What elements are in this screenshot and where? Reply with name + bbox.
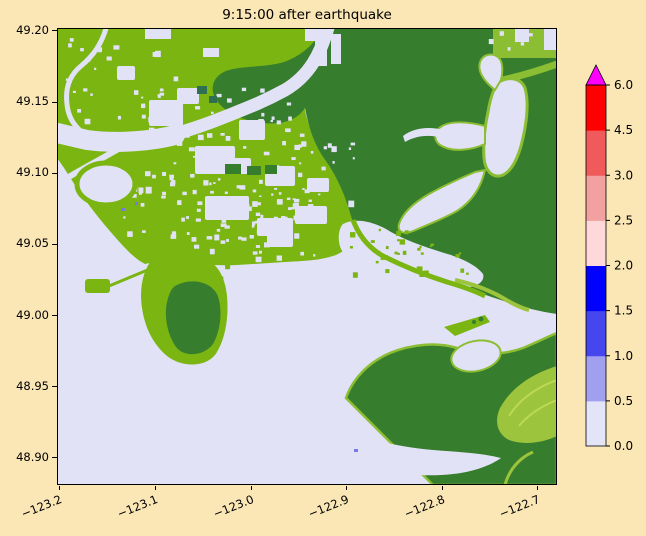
drayton-harbor-lagoon (450, 339, 502, 373)
dark-field-patches (197, 86, 277, 175)
shore-fringe (350, 219, 487, 299)
mud-bay-estuary (338, 220, 484, 288)
y-axis-tick (52, 243, 57, 245)
x-axis-tick-label: −122.7 (497, 492, 543, 521)
deep-flood-dot (135, 202, 138, 205)
slough-ring (74, 160, 138, 208)
flood-speckles (65, 31, 557, 263)
deep-flood-dot (121, 208, 125, 211)
colorbar-tick-label: 4.5 (614, 123, 633, 137)
map-canvas (57, 28, 557, 485)
valley-vein (508, 379, 557, 417)
y-axis-tick (52, 315, 57, 317)
colorbar-tick-label: 1.0 (614, 349, 633, 363)
colorbar-segment (586, 85, 606, 131)
colorbar-tick-label: 2.0 (614, 259, 633, 273)
x-axis-tick-label: −122.8 (401, 492, 447, 521)
colorbar-segment (586, 130, 606, 176)
colorbar-tick-label: 1.5 (614, 304, 633, 318)
y-axis-tick-label: 49.15 (16, 94, 49, 109)
dock-structure (167, 284, 175, 290)
x-axis-tick-label: −122.9 (306, 492, 351, 521)
corner-flood-patch (515, 28, 529, 42)
deep-flood-dot (354, 449, 358, 452)
colorbar-tick-label: 0.0 (614, 439, 633, 453)
x-axis-tick-label: −123.2 (19, 492, 65, 521)
x-axis-tick (59, 486, 61, 490)
y-axis-tick-label: 49.10 (16, 165, 49, 180)
x-axis-tick-label: −123.1 (115, 492, 160, 521)
spit-structure (472, 320, 476, 324)
y-axis-tick-label: 49.00 (16, 307, 49, 322)
colorbar-tick-label: 0.5 (614, 394, 633, 408)
x-axis-tick-label: −123.0 (210, 492, 256, 521)
x-axis-tick (154, 486, 156, 490)
colorbar-segment (586, 400, 606, 447)
valley-vein (518, 399, 557, 427)
y-axis-tick-label: 48.95 (16, 378, 49, 393)
peninsula-core-upland (165, 281, 221, 355)
y-axis-tick-label: 49.05 (16, 236, 49, 251)
y-axis-tick (52, 172, 57, 174)
y-axis-tick-label: 48.90 (16, 449, 49, 464)
y-axis-tick-label: 49.20 (16, 22, 49, 37)
southeast-valley-fan (497, 366, 557, 443)
colorbar-extend-triangle (585, 64, 607, 86)
colorbar-tick-label: 3.0 (614, 168, 633, 182)
birch-bay-inlet (336, 428, 501, 476)
y-axis-tick (52, 457, 57, 459)
x-axis-tick (441, 486, 443, 490)
x-axis-tick (250, 486, 252, 490)
colorbar: 0.0 0.5 1.0 1.5 2.0 2.5 3.0 4.5 6.0 (585, 64, 633, 453)
y-axis-tick (52, 386, 57, 388)
fraser-river-channel (57, 28, 341, 188)
corner-flood-patch (544, 28, 557, 50)
y-axis-tick (52, 30, 57, 32)
upland-plateau (212, 28, 557, 314)
colorbar-segment (586, 310, 606, 357)
x-axis-tick (346, 486, 348, 490)
colorbar-segment (586, 265, 606, 312)
spit-structure (478, 316, 484, 322)
colorbar-segment (586, 220, 606, 266)
ferry-jetty (108, 267, 151, 288)
y-axis-tick (52, 101, 57, 103)
colorbar-segment (586, 175, 606, 221)
valley-vein (503, 450, 534, 485)
ferry-terminal-pad (85, 279, 110, 293)
plot-title: 9:15:00 after earthquake (222, 7, 392, 23)
colorbar-segment (586, 355, 606, 402)
colorbar-tick-label: 6.0 (614, 78, 633, 92)
colorbar-tick-label: 2.5 (614, 213, 633, 227)
x-axis-tick (537, 486, 539, 490)
axes-frame (57, 28, 557, 485)
campbell-valley-vein (454, 278, 530, 312)
semiahmoo-spit (444, 315, 490, 336)
